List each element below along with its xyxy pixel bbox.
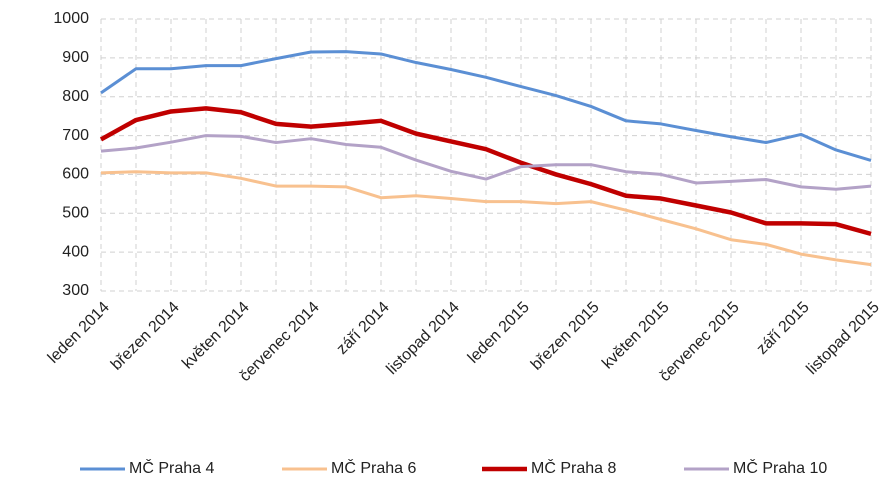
y-tick-label: 700 [62,127,89,144]
x-tick-label: březen 2015 [528,299,603,374]
x-tick-label: leden 2015 [465,299,533,367]
x-tick-label: září 2014 [334,299,393,358]
line-series [99,106,872,237]
y-tick-label: 600 [62,166,89,183]
line-series [100,134,872,191]
legend-label: MČ Praha 4 [129,458,214,477]
y-tick-label: 300 [62,282,89,299]
x-tick-label: listopad 2015 [803,299,881,378]
y-tick-label: 900 [62,49,89,66]
y-tick-label: 800 [62,88,89,105]
line-series [100,50,872,162]
legend-label: MČ Praha 10 [733,458,827,477]
legend-label: MČ Praha 8 [531,458,616,477]
y-tick-label: 400 [62,243,89,260]
x-tick-label: březen 2014 [108,299,183,374]
x-tick-label: leden 2014 [45,299,113,367]
x-tick-label: listopad 2014 [383,299,462,378]
legend-label: MČ Praha 6 [331,458,416,477]
x-tick-label: květen 2015 [599,299,673,373]
x-tick-label: září 2015 [754,299,813,358]
y-tick-label: 1000 [53,10,89,27]
x-tick-label: květen 2014 [179,299,253,373]
line-series [100,170,872,267]
y-tick-label: 500 [62,205,89,222]
